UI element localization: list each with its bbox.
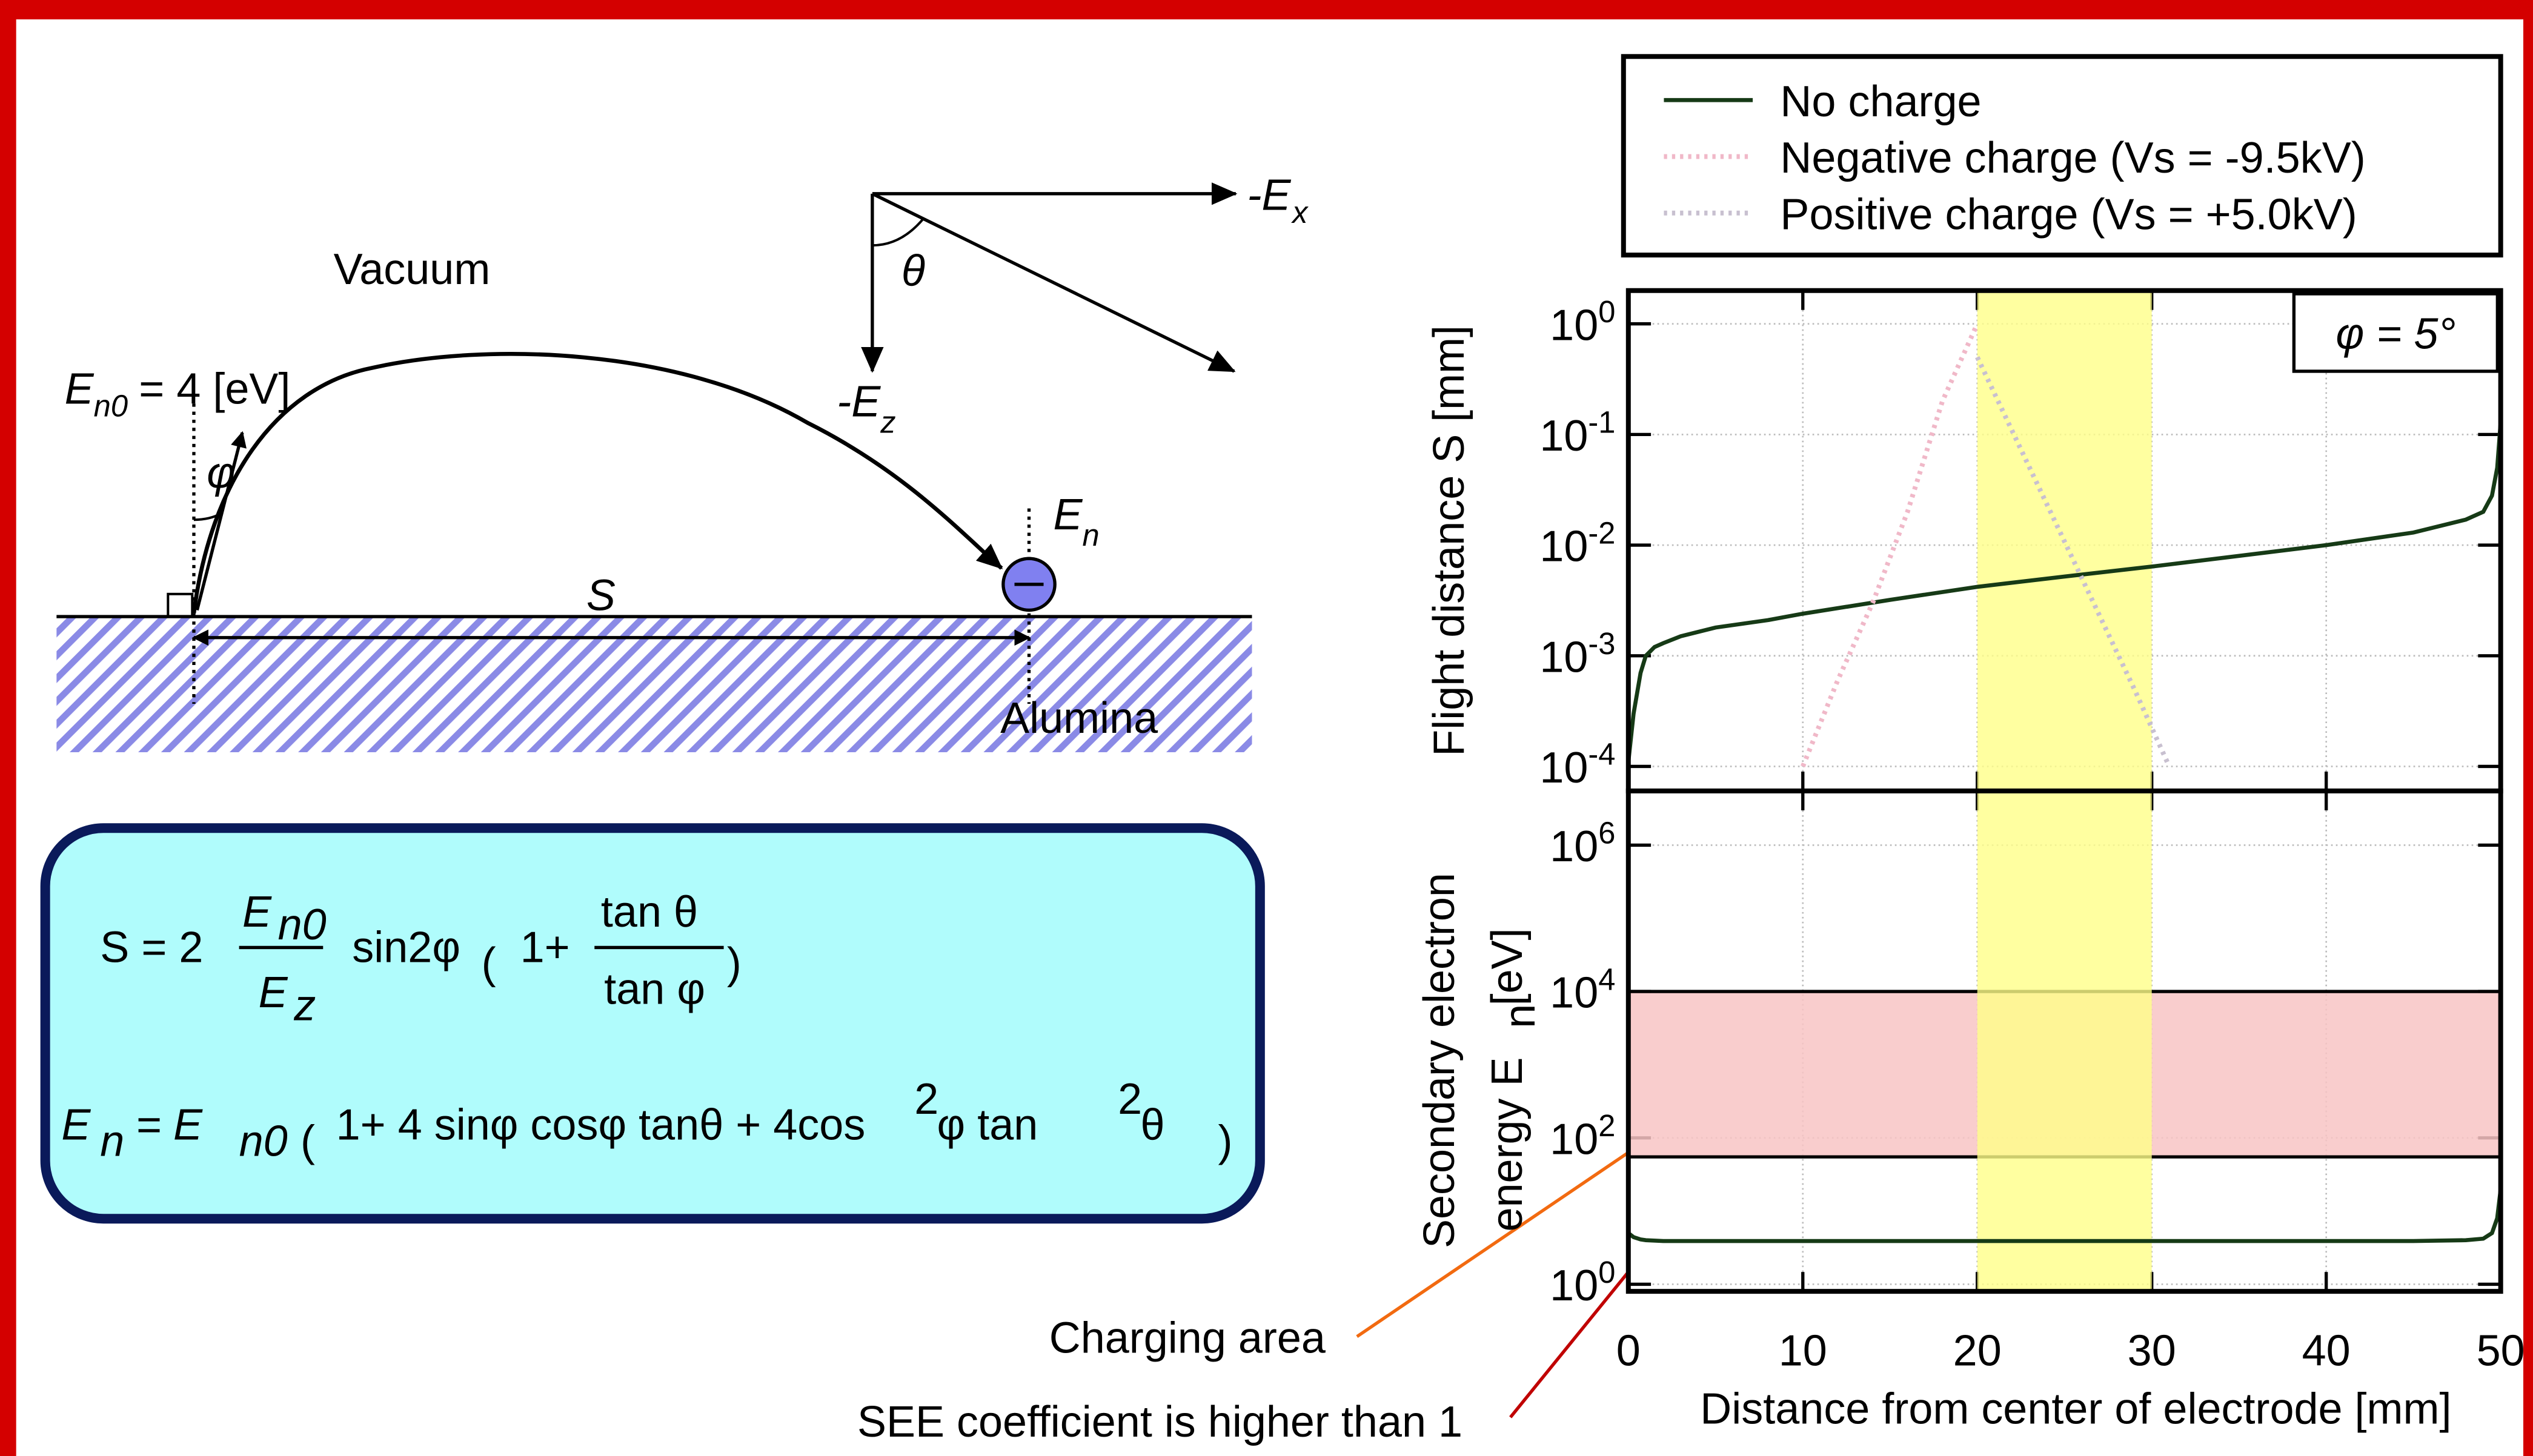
charging-area xyxy=(1977,791,2152,1291)
legend-label: No charge xyxy=(1780,78,1981,126)
label: = 4 [eV] xyxy=(139,365,290,413)
label: E xyxy=(65,365,95,413)
label: x xyxy=(1290,195,1309,230)
x-tick-label: 20 xyxy=(1953,1327,2002,1375)
y-axis-label: n xyxy=(1496,1004,1544,1028)
label: E xyxy=(1054,491,1083,539)
y-axis-label: Secondary electron xyxy=(1415,873,1464,1248)
legend-label: Negative charge (Vs = -9.5kV) xyxy=(1780,134,2365,182)
x-tick-label: 0 xyxy=(1616,1327,1641,1375)
formula-part: n xyxy=(100,1117,124,1165)
formula-part: E xyxy=(259,968,288,1017)
slide: Vacuum E n0 = 4 [eV] φ S E n θ -E x -E z… xyxy=(0,0,2533,1456)
formula-part: = E xyxy=(136,1101,203,1150)
formula-part: sin2φ xyxy=(352,923,460,971)
formula-part: 1+ xyxy=(520,923,570,971)
note: φ = 5° xyxy=(2335,310,2455,359)
label: -E xyxy=(1247,171,1292,219)
formula-part: E xyxy=(61,1101,91,1150)
legend-label: Positive charge (Vs = +5.0kV) xyxy=(1780,190,2357,239)
formula-part: E xyxy=(242,888,272,936)
x-tick-label: 50 xyxy=(2477,1327,2525,1375)
label: Vacuum xyxy=(334,245,491,294)
y-axis-label: energy E xyxy=(1483,1057,1532,1232)
label: n0 xyxy=(94,389,128,423)
label: z xyxy=(880,405,895,439)
formula-part: ) xyxy=(1218,1117,1233,1165)
page: { "diagram": { "vacuum": "Vacuum", "en0_… xyxy=(0,0,2533,1456)
annotation: SEE coefficient is higher than 1 xyxy=(857,1398,1462,1446)
formula-part: z xyxy=(293,981,316,1030)
formula-box xyxy=(45,828,1260,1219)
x-axis-label: Distance from center of electrode [mm] xyxy=(1700,1385,2451,1434)
formula-part: θ xyxy=(1141,1101,1165,1150)
formula-part: ) xyxy=(727,939,742,988)
formula-part: S = 2 xyxy=(100,923,203,971)
label: φ xyxy=(207,449,235,497)
x-tick-label: 10 xyxy=(1779,1327,1827,1375)
y-axis-label: Flight distance S [mm] xyxy=(1425,325,1473,756)
label: θ xyxy=(901,247,925,296)
formula-part: ( xyxy=(300,1117,315,1165)
label: -E xyxy=(837,378,881,426)
label: Alumina xyxy=(1000,694,1158,743)
y-axis-label: [eV] xyxy=(1483,928,1532,1005)
formula-part: φ tan xyxy=(937,1101,1038,1150)
formula-part: n0 xyxy=(278,901,327,949)
x-tick-label: 40 xyxy=(2302,1327,2351,1375)
formula-part: tan φ xyxy=(604,965,705,1014)
formula-part: 1+ 4 sinφ cosφ tanθ + 4cos xyxy=(336,1101,866,1150)
formula-part: n0 xyxy=(239,1117,288,1165)
formula-part: ( xyxy=(482,939,496,988)
annotation: Charging area xyxy=(1049,1314,1326,1362)
formula-part: 2 xyxy=(1118,1075,1142,1123)
x-tick-label: 30 xyxy=(2128,1327,2176,1375)
label: n xyxy=(1083,518,1100,552)
formula-part: 2 xyxy=(914,1075,938,1123)
label: S xyxy=(586,571,616,620)
formula-part: tan θ xyxy=(601,888,698,936)
